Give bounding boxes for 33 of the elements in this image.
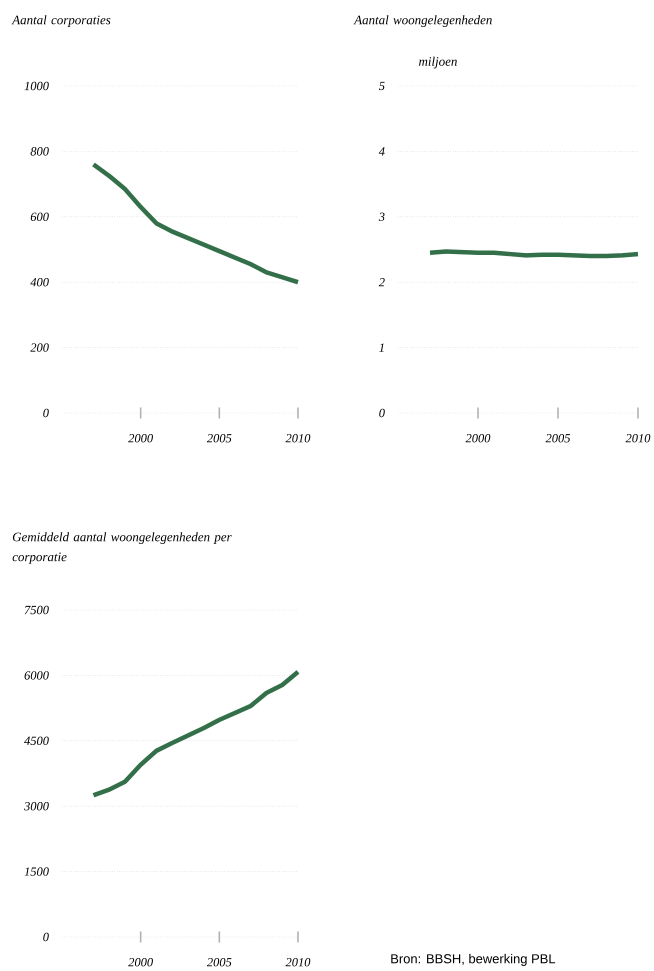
- x-tick-label: 2010: [286, 958, 310, 966]
- chart-title: Aantal woongelegenheden: [354, 15, 492, 27]
- y-tick-label: 0: [379, 408, 385, 418]
- y-tick-label: 2: [378, 278, 385, 286]
- y-tick-label: 0: [43, 932, 49, 942]
- y-axis-title: miljoen: [418, 56, 457, 68]
- x-tick-label: 2000: [466, 434, 490, 442]
- line-series: [91, 670, 300, 798]
- x-tick-label: 2005: [546, 434, 570, 442]
- y-tick-label: 400: [30, 278, 49, 286]
- y-tick-label: 3000: [24, 802, 49, 810]
- x-tick-label: 2005: [206, 958, 232, 966]
- y-tick-label: 600: [30, 212, 49, 221]
- y-tick-label: 1500: [24, 867, 49, 876]
- y-tick-label: 3: [378, 212, 385, 221]
- y-tick-label: 0: [43, 408, 49, 418]
- x-tick-label: 2010: [626, 434, 650, 442]
- y-tick-label: 200: [30, 343, 49, 352]
- x-tick-label: 2010: [286, 434, 310, 442]
- y-tick-label: 4500: [24, 736, 49, 745]
- y-tick-label: 800: [30, 147, 49, 156]
- y-tick-label: 7500: [24, 606, 49, 614]
- y-tick-label: 1000: [24, 82, 49, 90]
- x-tick-label: 2000: [128, 958, 153, 966]
- text: Bron: BBSH, bewerking PBL: [391, 954, 556, 966]
- x-tick-label: 2005: [206, 434, 232, 442]
- chart-title: Aantal corporaties: [11, 15, 110, 27]
- chart-title: Gemiddeld aantal woongelegenheden per corporatie: [12, 532, 232, 564]
- y-tick-label: 6000: [24, 671, 49, 680]
- y-tick-label: 4: [378, 147, 385, 156]
- x-tick-label: 2000: [128, 434, 153, 442]
- y-tick-label: 5: [378, 82, 385, 90]
- y-tick-label: 1: [379, 343, 384, 352]
